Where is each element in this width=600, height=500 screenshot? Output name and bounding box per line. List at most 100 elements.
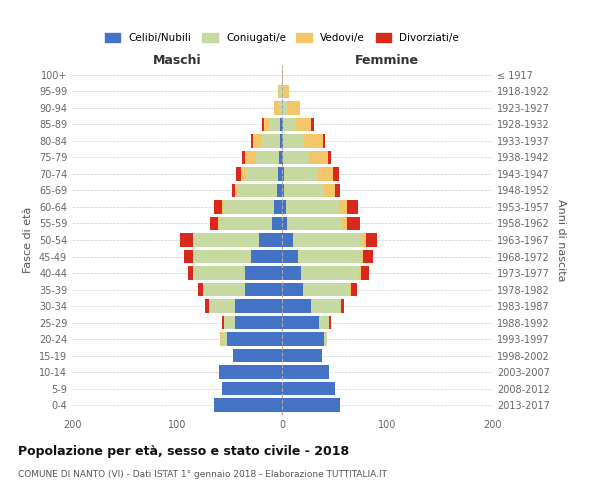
Bar <box>282 382 335 395</box>
Bar <box>287 217 342 230</box>
Bar <box>203 283 245 296</box>
Bar <box>328 151 331 164</box>
Bar <box>282 250 298 263</box>
Y-axis label: Fasce di età: Fasce di età <box>23 207 33 273</box>
Bar <box>335 184 340 197</box>
Bar <box>329 316 331 329</box>
Bar <box>341 300 344 312</box>
Y-axis label: Anni di nascita: Anni di nascita <box>556 198 566 281</box>
Bar <box>184 250 193 263</box>
Bar <box>187 266 193 280</box>
Bar <box>284 85 289 98</box>
Bar <box>233 349 282 362</box>
Bar <box>286 200 338 213</box>
Bar <box>259 234 282 246</box>
Bar <box>222 316 224 329</box>
Bar <box>279 102 282 114</box>
Bar <box>338 200 347 213</box>
Bar <box>359 266 361 280</box>
Bar <box>277 184 282 197</box>
Bar <box>251 250 282 263</box>
Bar <box>232 184 235 197</box>
Bar <box>363 250 373 263</box>
Bar <box>241 168 247 180</box>
Bar <box>193 266 245 280</box>
Bar <box>298 250 361 263</box>
Bar <box>324 332 327 345</box>
Bar <box>301 266 359 280</box>
Bar <box>282 366 329 378</box>
Bar <box>242 151 245 164</box>
Bar <box>304 134 323 147</box>
Bar <box>282 217 287 230</box>
Bar <box>278 85 280 98</box>
Bar <box>253 134 261 147</box>
Bar <box>311 300 341 312</box>
Bar <box>347 217 360 230</box>
Bar <box>284 168 318 180</box>
Bar <box>274 200 282 213</box>
Bar <box>209 300 235 312</box>
Bar <box>278 168 282 180</box>
Bar <box>311 118 314 131</box>
Bar <box>264 118 269 131</box>
Bar <box>287 102 300 114</box>
Bar <box>193 250 251 263</box>
Bar <box>282 332 324 345</box>
Bar <box>342 217 347 230</box>
Bar <box>282 85 284 98</box>
Bar <box>236 168 241 180</box>
Bar <box>235 184 237 197</box>
Bar <box>180 234 193 246</box>
Bar <box>223 200 274 213</box>
Bar <box>282 349 322 362</box>
Bar <box>205 300 209 312</box>
Bar <box>282 102 287 114</box>
Bar <box>280 85 282 98</box>
Bar <box>193 234 259 246</box>
Bar <box>247 168 278 180</box>
Bar <box>296 118 311 131</box>
Bar <box>219 366 282 378</box>
Bar <box>214 200 222 213</box>
Bar <box>361 266 369 280</box>
Bar <box>222 332 227 345</box>
Bar <box>323 134 325 147</box>
Bar <box>284 184 324 197</box>
Bar <box>214 398 282 411</box>
Bar <box>282 184 284 197</box>
Bar <box>219 217 271 230</box>
Bar <box>245 151 256 164</box>
Bar <box>271 217 282 230</box>
Bar <box>283 134 304 147</box>
Bar <box>282 68 283 82</box>
Bar <box>245 266 282 280</box>
Bar <box>251 134 253 147</box>
Bar <box>279 151 282 164</box>
Bar <box>256 151 279 164</box>
Bar <box>361 250 363 263</box>
Bar <box>318 168 334 180</box>
Bar <box>245 283 282 296</box>
Bar <box>282 134 283 147</box>
Bar <box>282 316 319 329</box>
Bar <box>224 316 235 329</box>
Text: COMUNE DI NANTO (VI) - Dati ISTAT 1° gennaio 2018 - Elaborazione TUTTITALIA.IT: COMUNE DI NANTO (VI) - Dati ISTAT 1° gen… <box>18 470 387 479</box>
Bar <box>282 283 303 296</box>
Bar <box>324 184 335 197</box>
Bar <box>282 151 283 164</box>
Bar <box>319 316 329 329</box>
Bar <box>293 234 361 246</box>
Bar <box>361 234 366 246</box>
Bar <box>351 283 356 296</box>
Bar <box>269 118 280 131</box>
Text: Maschi: Maschi <box>152 54 202 66</box>
Bar <box>282 200 286 213</box>
Bar <box>283 118 296 131</box>
Bar <box>237 184 277 197</box>
Bar <box>282 398 340 411</box>
Bar <box>347 200 358 213</box>
Bar <box>222 200 223 213</box>
Bar <box>235 316 282 329</box>
Bar <box>283 151 310 164</box>
